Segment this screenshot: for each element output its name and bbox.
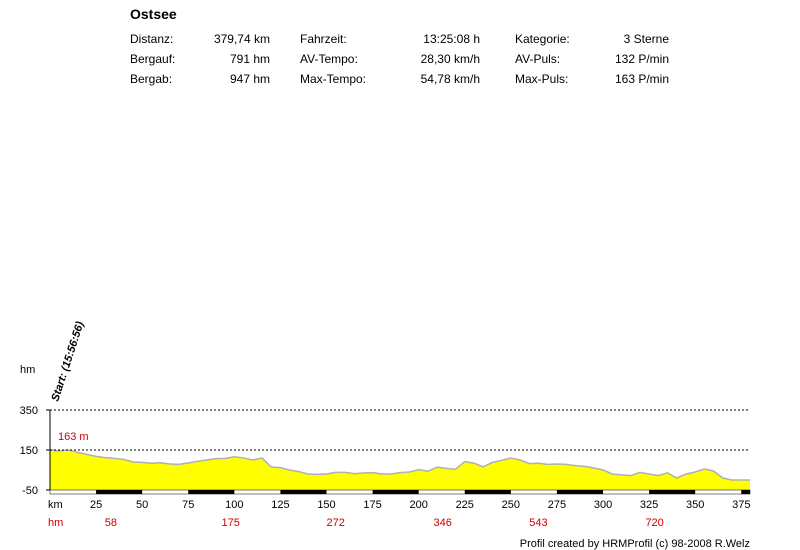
distance-bar-segment bbox=[649, 490, 696, 494]
hm-mark-label: 543 bbox=[529, 517, 547, 529]
elevation-line bbox=[49, 449, 750, 481]
x-tick-label: 375 bbox=[732, 499, 750, 511]
x-tick-label: 225 bbox=[456, 499, 474, 511]
stat-label: Max-Puls: bbox=[515, 72, 569, 86]
page-title: Ostsee bbox=[130, 6, 177, 22]
x-tick-label: 350 bbox=[686, 499, 704, 511]
hm-mark-label: 346 bbox=[433, 517, 451, 529]
footer-credit: Profil created by HRMProfil (c) 98-2008 … bbox=[519, 538, 750, 550]
hm-mark-label: 272 bbox=[327, 517, 345, 529]
distance-bar-segment bbox=[96, 490, 143, 494]
stat-label: Bergab: bbox=[130, 72, 173, 86]
x-tick-label: 125 bbox=[271, 499, 289, 511]
stat-value: 947 hm bbox=[229, 72, 270, 86]
stat-label: Bergauf: bbox=[130, 52, 176, 66]
distance-bar-segment bbox=[188, 490, 235, 494]
x-tick-label: 50 bbox=[136, 499, 148, 511]
x-tick-label: 75 bbox=[182, 499, 194, 511]
stat-label: Kategorie: bbox=[515, 32, 570, 46]
distance-bar-segment bbox=[464, 490, 511, 494]
x-tick-label: 325 bbox=[640, 499, 658, 511]
hm-mark-label: 175 bbox=[221, 517, 239, 529]
stat-value: 379,74 km bbox=[213, 32, 270, 46]
hm-mark-label: 58 bbox=[105, 517, 117, 529]
distance-bar-segment bbox=[372, 490, 419, 494]
y-axis-label: hm bbox=[20, 364, 35, 376]
stat-value: 791 hm bbox=[229, 52, 270, 66]
max-elevation-label: 163 m bbox=[58, 431, 89, 443]
y-tick-label: 350 bbox=[20, 405, 38, 417]
stat-label: AV-Puls: bbox=[515, 52, 561, 66]
x-tick-label: 200 bbox=[409, 499, 427, 511]
stat-value: 132 P/min bbox=[614, 52, 669, 66]
x-tick-label: 150 bbox=[317, 499, 335, 511]
stat-label: Fahrzeit: bbox=[300, 32, 347, 46]
stat-label: Max-Tempo: bbox=[300, 72, 367, 86]
stat-label: AV-Tempo: bbox=[300, 52, 358, 66]
y-tick-label: 150 bbox=[20, 445, 38, 457]
x-tick-label: 175 bbox=[363, 499, 381, 511]
stat-value: 3 Sterne bbox=[623, 32, 669, 46]
distance-bar-segment bbox=[280, 490, 327, 494]
hm-mark-label: 720 bbox=[645, 517, 663, 529]
x-tick-label: 25 bbox=[90, 499, 102, 511]
x-axis-label: km bbox=[48, 499, 63, 511]
x-tick-label: 300 bbox=[594, 499, 612, 511]
stat-value: 13:25:08 h bbox=[423, 32, 480, 46]
distance-bar-segment bbox=[741, 490, 750, 494]
hm-axis-label: hm bbox=[48, 517, 63, 529]
stats-panel: Distanz: 379,74 km Fahrzeit: 13:25:08 h … bbox=[130, 29, 675, 89]
elevation-area bbox=[50, 450, 750, 490]
stat-label: Distanz: bbox=[130, 32, 174, 46]
stat-value: 163 P/min bbox=[614, 72, 669, 86]
x-tick-label: 250 bbox=[502, 499, 520, 511]
stat-value: 28,30 km/h bbox=[420, 52, 480, 66]
stat-value: 54,78 km/h bbox=[420, 72, 480, 86]
x-tick-label: 100 bbox=[225, 499, 243, 511]
start-time-label: Start: (15:56:56) bbox=[49, 320, 86, 403]
x-tick-label: 275 bbox=[548, 499, 566, 511]
y-tick-label: -50 bbox=[22, 485, 38, 497]
distance-bar-segment bbox=[556, 490, 604, 494]
